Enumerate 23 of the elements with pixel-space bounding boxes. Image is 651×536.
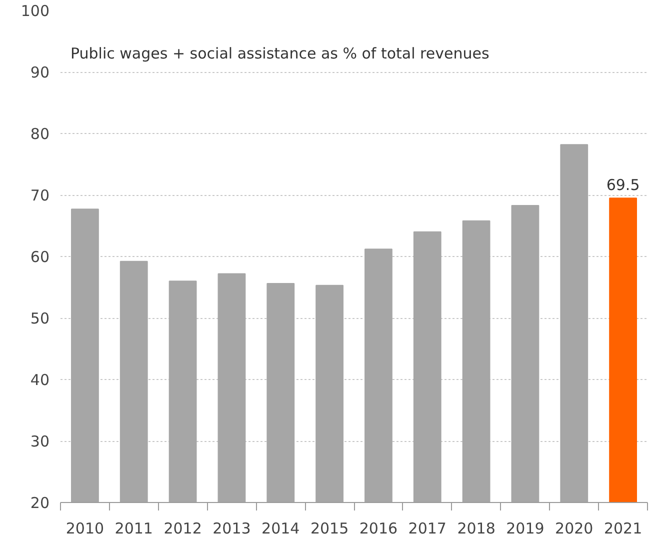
y-tick-label: 70 — [30, 186, 50, 204]
x-tick-label: 2015 — [310, 520, 349, 536]
x-tick-label: 2010 — [66, 520, 104, 536]
y-tick-label: 60 — [30, 248, 50, 266]
x-tick-label: 2021 — [604, 520, 642, 536]
y-tick-label: 40 — [30, 371, 50, 389]
x-tick-label: 2014 — [262, 520, 300, 536]
y-tick-label: 30 — [30, 432, 50, 450]
y-tick-label: 90 — [30, 64, 50, 82]
y-tick-label: 80 — [30, 125, 50, 143]
x-tick-label: 2020 — [555, 520, 594, 536]
x-tick-label: 2019 — [506, 520, 544, 536]
x-tick-label: 2012 — [164, 520, 202, 536]
x-tick-label: 2016 — [359, 520, 398, 536]
y-tick-label: 50 — [30, 310, 50, 328]
x-tick-label: 2018 — [457, 520, 496, 536]
text: Public wages + social assistance as % of total revenues — [70, 44, 490, 62]
y-tick-label: 20 — [30, 494, 50, 512]
data-label: 69.5 — [606, 176, 640, 194]
y-tick-label: 100 — [20, 2, 50, 20]
x-tick-label: 2017 — [408, 520, 446, 536]
x-tick-label: 2011 — [114, 520, 153, 536]
x-tick-label: 2013 — [212, 520, 251, 536]
